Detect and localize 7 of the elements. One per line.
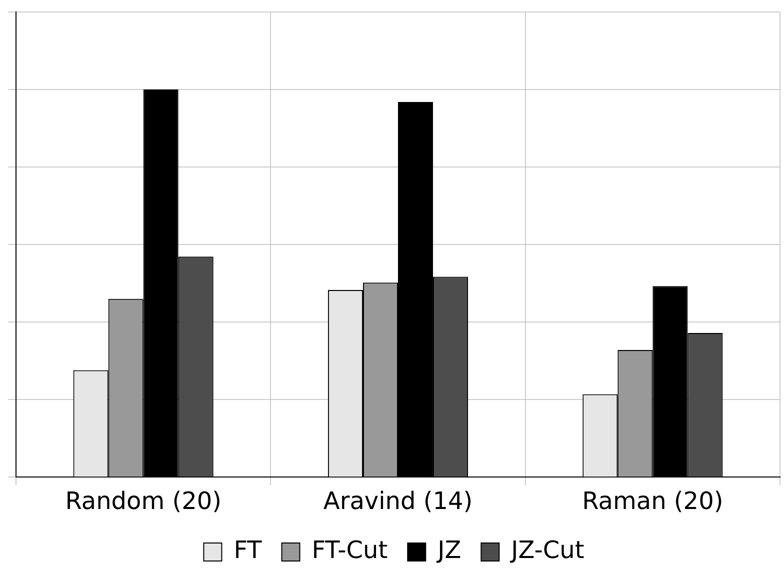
legend-label: FT xyxy=(234,536,262,564)
legend-label: JZ-Cut xyxy=(509,536,584,564)
legend-label: JZ xyxy=(436,536,462,564)
x-tick-label: Aravind (14) xyxy=(323,486,473,515)
x-tick-label: Random (20) xyxy=(65,486,222,515)
x-tick-label: Raman (20) xyxy=(582,486,724,515)
legend-label: FT-Cut xyxy=(312,536,388,564)
